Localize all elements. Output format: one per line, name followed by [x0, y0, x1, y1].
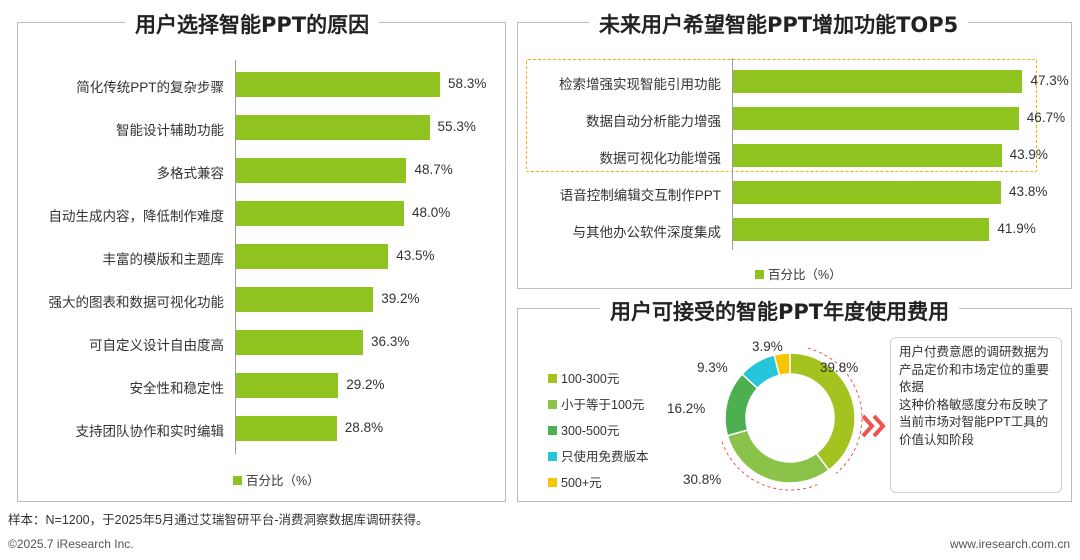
value-label: 28.8% [344, 419, 384, 435]
legend-label: 只使用免费版本 [561, 450, 649, 464]
slice-value-label: 9.3% [697, 360, 728, 375]
reasons-chart-title: 用户选择智能PPT的原因 [125, 9, 380, 39]
value-label: 47.3% [1030, 72, 1069, 88]
bar [236, 72, 441, 97]
legend-swatch [548, 400, 557, 409]
legend-label: 百分比（%） [246, 474, 320, 488]
category-label: 语音控制编辑交互制作PPT [559, 187, 721, 203]
legend-label: 300-500元 [561, 424, 620, 438]
bar [733, 144, 1002, 167]
bar [236, 416, 337, 441]
value-label: 46.7% [1026, 109, 1066, 125]
slice-value-label: 39.8% [820, 360, 859, 375]
slice-value-label: 30.8% [683, 472, 722, 487]
double-chevron-icon [861, 414, 886, 438]
legend-item: 100-300元 [548, 368, 619, 387]
value-label: 48.7% [414, 161, 453, 177]
legend-label: 百分比（%） [768, 268, 842, 282]
source-footnote: 样本：N=1200，于2025年5月通过艾瑞智研平台-消费洞察数据库调研获得。 [8, 513, 429, 527]
top3-highlight-box [526, 59, 1037, 172]
legend-item: 小于等于100元 [548, 394, 644, 413]
value-label: 29.2% [346, 376, 385, 392]
legend-swatch [548, 426, 557, 435]
bar [236, 115, 430, 140]
reasons-legend: 百分比（%） [233, 470, 320, 489]
legend-item: 只使用免费版本 [548, 446, 649, 465]
emphasis-dashed-arc [807, 347, 863, 474]
legend-swatch [755, 270, 764, 279]
value-label: 55.3% [437, 118, 476, 134]
legend-item: 500+元 [548, 472, 602, 491]
bar [733, 218, 990, 241]
category-label: 多格式兼容 [156, 165, 225, 181]
category-label: 检索增强实现智能引用功能 [559, 76, 721, 92]
category-label: 自动生成内容，降低制作难度 [48, 208, 225, 224]
bar-axis [732, 58, 733, 250]
legend-label: 500+元 [561, 476, 602, 490]
fee-donut-chart [721, 347, 863, 491]
category-label: 安全性和稳定性 [129, 380, 225, 396]
legend-swatch [233, 476, 242, 485]
features-chart-title: 未来用户希望智能PPT增加功能TOP5 [589, 9, 969, 39]
bar [733, 70, 1023, 93]
value-label: 43.8% [1009, 183, 1048, 199]
bar-axis [235, 60, 236, 454]
category-label: 丰富的模版和主题库 [102, 251, 225, 267]
bar [236, 244, 389, 269]
category-label: 可自定义设计自由度高 [89, 337, 224, 353]
legend-label: 100-300元 [561, 372, 620, 386]
copyright: ©2025.7 iResearch Inc. [8, 537, 134, 551]
website: www.iresearch.com.cn [949, 537, 1070, 551]
category-label: 与其他办公软件深度集成 [572, 224, 722, 240]
bar [236, 373, 339, 398]
donut-slice [773, 352, 791, 377]
donut-slice [789, 352, 856, 472]
bar [733, 107, 1019, 130]
fee-chart-title: 用户可接受的智能PPT年度使用费用 [600, 296, 960, 326]
bar [236, 330, 364, 355]
category-label: 数据自动分析能力增强 [586, 113, 721, 129]
category-label: 强大的图表和数据可视化功能 [48, 294, 225, 310]
bar [733, 181, 1002, 204]
features-legend: 百分比（%） [755, 264, 842, 283]
category-label: 数据可视化功能增强 [599, 150, 722, 166]
insight-note: 用户付费意愿的调研数据为产品定价和市场定位的重要依据 这种价格敏感度分布反映了当… [890, 337, 1062, 493]
bar [236, 158, 407, 183]
emphasis-dashed-arc [721, 440, 818, 491]
value-label: 58.3% [448, 75, 487, 91]
bar [236, 201, 404, 226]
legend-swatch [548, 374, 557, 383]
legend-item: 300-500元 [548, 420, 619, 439]
legend-swatch [548, 478, 557, 487]
slice-value-label: 3.9% [752, 339, 783, 354]
category-label: 智能设计辅助功能 [116, 122, 224, 138]
legend-label: 小于等于100元 [561, 398, 645, 412]
value-label: 39.2% [381, 290, 420, 306]
bar [236, 287, 374, 312]
value-label: 41.9% [997, 220, 1036, 236]
value-label: 43.9% [1009, 146, 1048, 162]
donut-slice [726, 429, 830, 484]
value-label: 36.3% [371, 333, 410, 349]
slice-value-label: 16.2% [667, 401, 706, 416]
value-label: 43.5% [396, 247, 435, 263]
category-label: 简化传统PPT的复杂步骤 [76, 79, 224, 95]
value-label: 48.0% [412, 204, 451, 220]
legend-swatch [548, 452, 557, 461]
category-label: 支持团队协作和实时编辑 [75, 423, 225, 439]
